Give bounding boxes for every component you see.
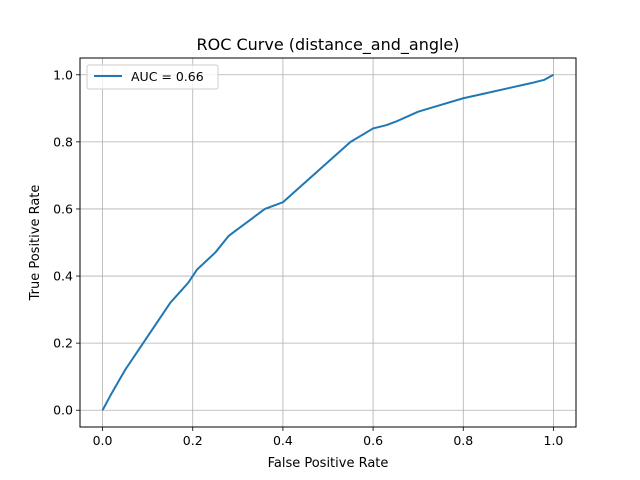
series-layer (101, 73, 554, 411)
y-tick-label: 0.0 (53, 403, 73, 418)
ticks: 0.0 0.2 0.4 0.6 0.8 1.0 0.0 0.2 0.4 0.6 0.8 1.0 (53, 67, 563, 448)
y-axis-label: True Positive Rate (28, 185, 43, 302)
x-tick-label: 0.6 (363, 433, 383, 448)
grid (80, 58, 576, 427)
legend: AUC = 0.66 (86, 64, 219, 90)
x-axis-label: False Positive Rate (268, 456, 389, 471)
x-tick-label: 0.2 (183, 433, 203, 448)
roc-curve-line (101, 73, 554, 411)
legend-box (86, 64, 219, 90)
x-tick-label: 0.4 (273, 433, 293, 448)
y-tick-label: 0.2 (53, 336, 73, 351)
y-tick-label: 0.4 (53, 269, 73, 284)
y-tick-label: 0.8 (53, 134, 73, 149)
chart-title: ROC Curve (distance_and_angle) (196, 35, 459, 55)
legend-label: AUC = 0.66 (131, 69, 204, 84)
plot-frame (79, 57, 577, 428)
x-tick-label: 1.0 (544, 433, 564, 448)
x-tick-label: 0.8 (453, 433, 473, 448)
x-tick-label: 0.0 (93, 433, 113, 448)
y-tick-label: 1.0 (53, 67, 73, 82)
y-tick-label: 0.6 (53, 201, 73, 216)
